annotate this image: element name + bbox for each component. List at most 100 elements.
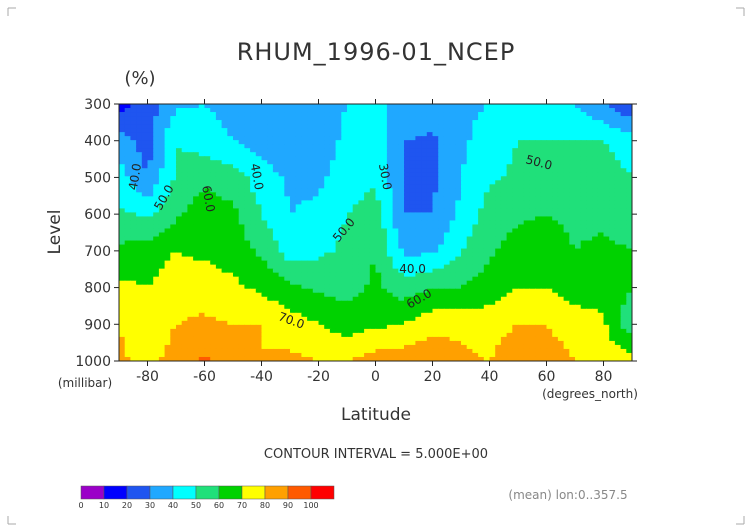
heatmap-cell xyxy=(221,116,228,121)
heatmap-cell xyxy=(529,264,536,270)
heatmap-cell xyxy=(472,176,479,181)
heatmap-cell xyxy=(518,300,525,306)
heatmap-cell xyxy=(198,316,206,322)
heatmap-cell xyxy=(324,140,331,145)
heatmap-cell xyxy=(352,280,359,286)
heatmap-cell xyxy=(614,236,622,242)
heatmap-cell xyxy=(438,272,445,278)
heatmap-cell xyxy=(147,144,154,149)
heatmap-cell xyxy=(210,120,217,125)
heatmap-cell xyxy=(592,268,599,274)
heatmap-cell xyxy=(369,172,377,177)
heatmap-cell xyxy=(221,172,228,177)
heatmap-cell xyxy=(489,268,496,274)
heatmap-cell xyxy=(295,268,302,274)
heatmap-cell xyxy=(386,260,394,266)
heatmap-cell xyxy=(489,160,496,165)
heatmap-cell xyxy=(130,184,137,189)
heatmap-cell xyxy=(341,132,348,137)
heatmap-cell xyxy=(620,280,627,286)
heatmap-cell xyxy=(255,120,263,125)
heatmap-cell xyxy=(324,220,331,226)
heatmap-cell xyxy=(557,212,565,218)
heatmap-cell xyxy=(523,188,530,193)
heatmap-cell xyxy=(443,252,451,258)
heatmap-cell xyxy=(546,268,553,274)
heatmap-cell xyxy=(369,204,377,210)
heatmap-cell xyxy=(250,148,257,153)
heatmap-cell xyxy=(147,104,154,109)
heatmap-cell xyxy=(535,116,542,121)
heatmap-cell xyxy=(250,168,257,173)
heatmap-cell xyxy=(278,276,285,282)
heatmap-cell xyxy=(529,104,536,109)
heatmap-cell xyxy=(386,128,394,133)
heatmap-cell xyxy=(193,212,200,218)
heatmap-cell xyxy=(244,212,251,218)
heatmap-cell xyxy=(398,236,405,242)
heatmap-cell xyxy=(392,120,399,125)
heatmap-cell xyxy=(136,272,143,278)
heatmap-cell xyxy=(250,320,257,326)
heatmap-cell xyxy=(369,224,377,230)
heatmap-cell xyxy=(210,324,217,330)
heatmap-cell xyxy=(466,312,473,318)
heatmap-cell xyxy=(392,112,399,117)
heatmap-cell xyxy=(415,260,422,266)
heatmap-cell xyxy=(284,244,291,250)
heatmap-cell xyxy=(347,268,354,274)
heatmap-cell xyxy=(461,316,468,322)
heatmap-cell xyxy=(284,256,291,262)
heatmap-cell xyxy=(546,288,553,294)
heatmap-cell xyxy=(449,256,456,262)
heatmap-cell xyxy=(563,256,570,262)
heatmap-cell xyxy=(597,228,605,234)
heatmap-cell xyxy=(512,172,519,177)
heatmap-cell xyxy=(495,148,502,153)
heatmap-cell xyxy=(136,268,143,274)
heatmap-cell xyxy=(392,140,399,145)
heatmap-cell xyxy=(438,252,445,258)
heatmap-cell xyxy=(409,148,416,153)
heatmap-cell xyxy=(284,284,291,290)
heatmap-cell xyxy=(529,284,536,290)
heatmap-cell xyxy=(290,308,297,314)
heatmap-cell xyxy=(483,304,491,310)
heatmap-cell xyxy=(426,276,434,282)
heatmap-cell xyxy=(415,176,422,181)
heatmap-cell xyxy=(307,280,314,286)
heatmap-cell xyxy=(506,224,513,230)
heatmap-cell xyxy=(318,220,325,226)
heatmap-cell xyxy=(153,136,160,141)
heatmap-cell xyxy=(443,296,451,302)
heatmap-cell xyxy=(278,212,285,218)
heatmap-cell xyxy=(620,232,627,238)
heatmap-cell xyxy=(181,316,188,322)
heatmap-cell xyxy=(158,172,166,177)
heatmap-cell xyxy=(238,236,245,242)
heatmap-cell xyxy=(609,280,616,286)
heatmap-cell xyxy=(238,296,245,302)
heatmap-cell xyxy=(164,136,171,141)
heatmap-cell xyxy=(597,180,605,185)
heatmap-cell xyxy=(278,224,285,230)
heatmap-cell xyxy=(575,180,582,185)
heatmap-cell xyxy=(215,236,223,242)
heatmap-cell xyxy=(580,124,587,129)
heatmap-cell xyxy=(312,244,320,250)
heatmap-cell xyxy=(130,156,137,161)
heatmap-cell xyxy=(603,280,610,286)
heatmap-cell xyxy=(398,256,405,262)
heatmap-cell xyxy=(181,264,188,270)
heatmap-cell xyxy=(557,192,565,197)
heatmap-cell xyxy=(409,320,416,326)
heatmap-cell xyxy=(609,244,616,250)
heatmap-cell xyxy=(341,216,348,222)
heatmap-cell xyxy=(284,208,291,214)
heatmap-cell xyxy=(381,180,388,185)
heatmap-cell xyxy=(580,252,587,258)
heatmap-cell xyxy=(215,208,223,214)
heatmap-cell xyxy=(153,112,160,117)
heatmap-cell xyxy=(158,276,166,282)
heatmap-cell xyxy=(335,196,342,201)
